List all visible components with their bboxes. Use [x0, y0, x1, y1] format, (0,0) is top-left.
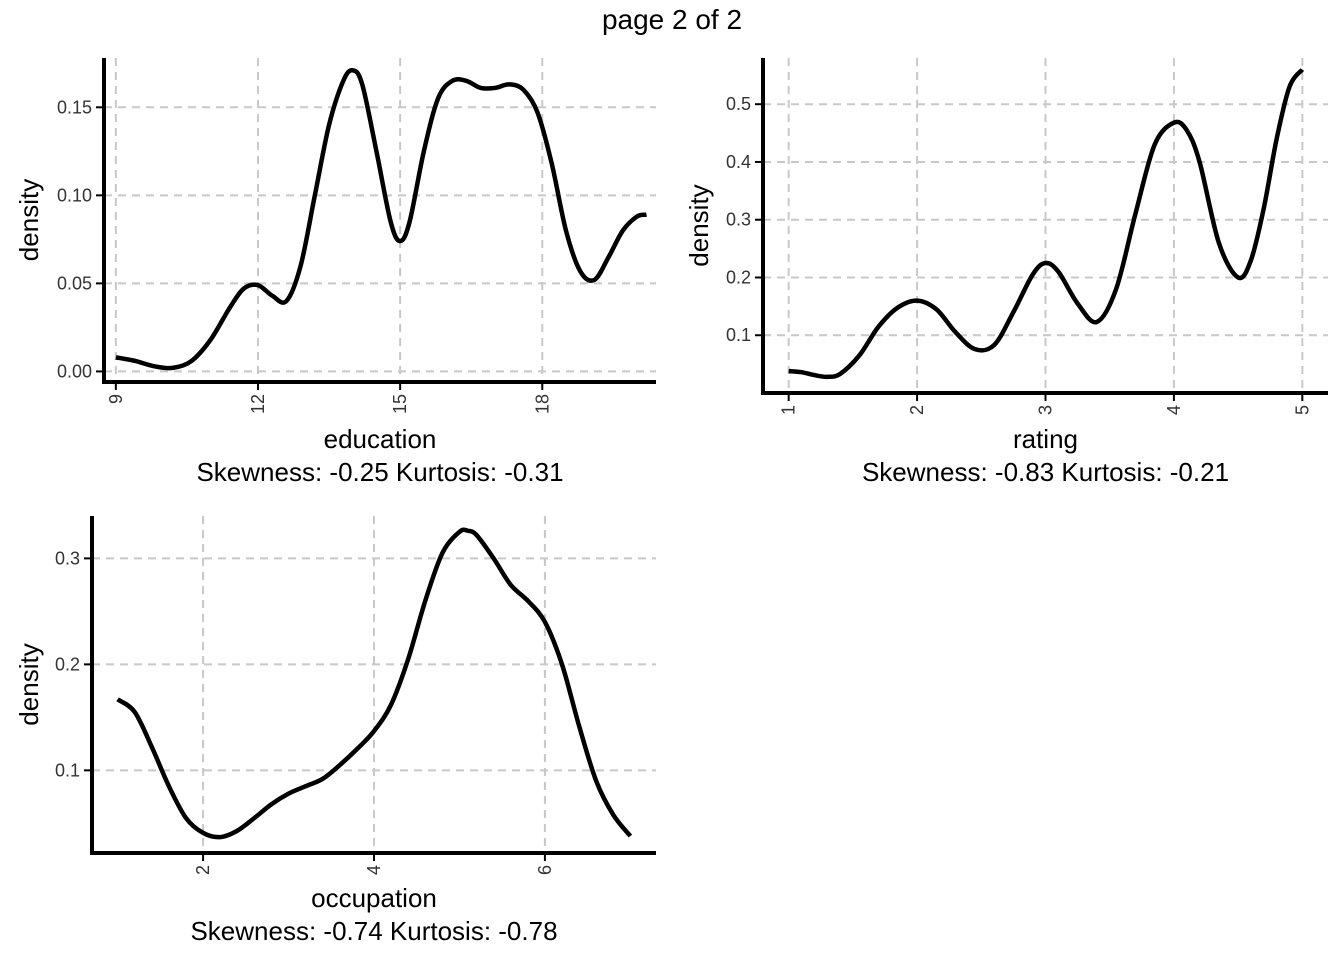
x-tick-label: 4	[364, 865, 384, 875]
x-tick-label: 9	[106, 394, 126, 404]
x-tick-label: 4	[1164, 405, 1184, 415]
x-tick-label: 3	[1036, 405, 1056, 415]
y-tick-label: 0.3	[726, 210, 751, 230]
x-tick-label: 2	[907, 405, 927, 415]
density-curve	[788, 68, 1305, 380]
y-tick-label: 0.3	[55, 548, 80, 568]
y-axis-title: density	[14, 179, 44, 261]
y-tick-label: 0.2	[726, 267, 751, 287]
y-axis-title: density	[684, 184, 714, 266]
x-axis-title: rating	[1013, 424, 1078, 454]
x-axis-title: education	[324, 424, 437, 454]
page-title: page 2 of 2	[601, 4, 743, 35]
x-tick-label: 1	[779, 405, 799, 415]
density-curve	[116, 527, 633, 840]
stats-caption: Skewness: -0.74 Kurtosis: -0.78	[190, 916, 557, 946]
x-tick-label: 12	[248, 394, 268, 414]
y-axis-title: density	[14, 643, 44, 725]
y-tick-label: 0.00	[57, 361, 92, 381]
density-panel-rating: 0.1 0.2 0.3 0.4 0.5 1 2 3 4 5 density ratingSkewnes…	[684, 58, 1328, 487]
x-tick-label: 5	[1292, 405, 1312, 415]
x-tick-label: 18	[532, 394, 552, 414]
y-tick-label: 0.1	[55, 760, 80, 780]
y-tick-label: 0.5	[726, 94, 751, 114]
y-tick-label: 0.10	[57, 185, 92, 205]
x-tick-label: 2	[193, 865, 213, 875]
stats-caption: Skewness: -0.83 Kurtosis: -0.21	[862, 457, 1229, 487]
y-tick-label: 0.05	[57, 273, 92, 293]
y-tick-label: 0.15	[57, 97, 92, 117]
x-axis-title: occupation	[311, 883, 437, 913]
y-tick-label: 0.2	[55, 654, 80, 674]
density-curve	[115, 67, 647, 371]
stats-caption: Skewness: -0.25 Kurtosis: -0.31	[196, 457, 563, 487]
y-tick-label: 0.1	[726, 325, 751, 345]
y-tick-label: 0.4	[726, 152, 751, 172]
x-tick-label: 15	[390, 394, 410, 414]
density-panel-education: 0.00 0.05 0.10 0.15 9 12 15 18 density educationS…	[14, 58, 656, 487]
x-tick-label: 6	[535, 865, 555, 875]
